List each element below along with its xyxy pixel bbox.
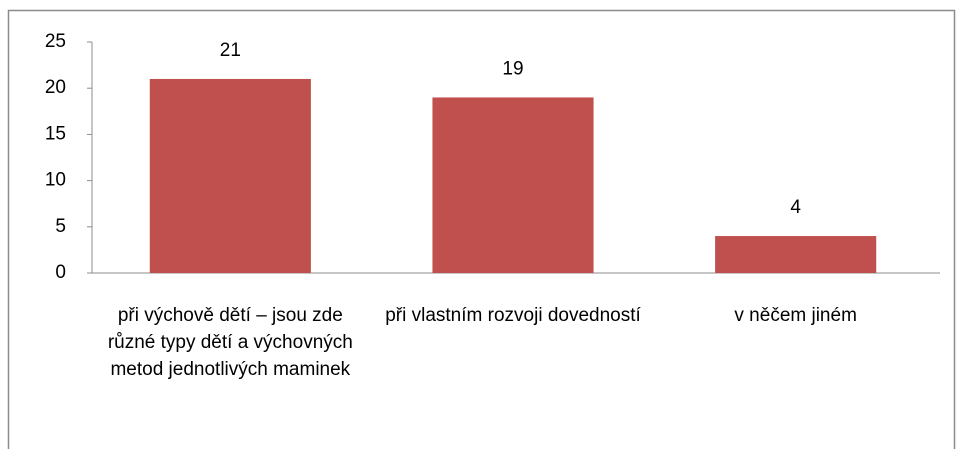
x-tick-label: při výchově dětí – jsou zde různé typy d… — [107, 305, 353, 380]
y-tick-label: 20 — [45, 77, 66, 98]
data-label: 19 — [502, 58, 523, 79]
bar — [432, 97, 594, 273]
y-tick-label: 25 — [45, 31, 66, 52]
bar — [715, 236, 877, 273]
y-tick-label: 10 — [45, 170, 66, 191]
y-tick-label: 5 — [55, 216, 66, 237]
x-tick-label: při vlastním rozvoji dovedností — [385, 305, 641, 326]
y-tick-label: 0 — [55, 262, 66, 283]
bar — [149, 78, 311, 274]
data-label: 21 — [220, 40, 241, 61]
x-tick-label: v něčem jiném — [734, 305, 857, 326]
y-tick-label: 15 — [45, 123, 66, 144]
data-label: 4 — [790, 197, 801, 218]
chart-frame — [7, 9, 956, 449]
